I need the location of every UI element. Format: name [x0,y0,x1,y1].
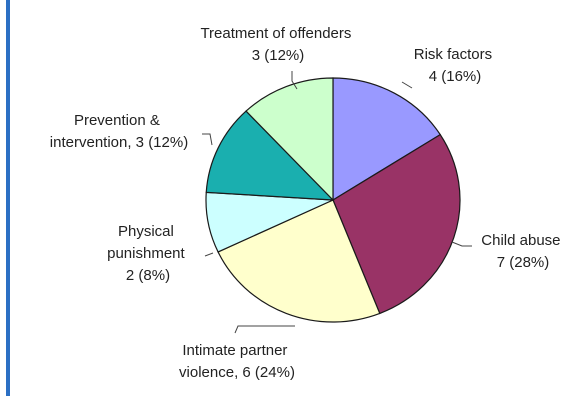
label-phys-line3: 2 (8%) [126,267,170,284]
label-treatment-of-offenders: Treatment of offenders 3 (12%) [200,25,355,64]
leader-treat [291,71,298,90]
leader-prev [202,133,213,146]
label-phys-line2: punishment [107,245,185,262]
label-prevention-intervention: Prevention & intervention, 3 (12%) [50,112,188,151]
label-prev-line2: intervention, 3 (12%) [50,134,188,151]
label-phys-line1: Physical [118,223,174,240]
pie-slice-child-abuse [332,133,461,315]
label-treat-line2: 3 (12%) [252,47,305,64]
label-child-line1: Child abuse [481,232,560,249]
label-physical-punishment: Physical punishment 2 (8%) [107,223,189,284]
pie-slice-treatment-of-offenders [245,77,334,202]
leader-child [451,241,472,247]
label-treat-line1: Treatment of offenders [200,25,351,42]
label-prev-line1: Prevention & [74,112,160,129]
pie-slice-prevention-intervention [205,110,335,201]
label-intimate-partner-violence: Intimate partner violence, 6 (24%) [179,342,295,381]
label-child-line2: 7 (28%) [497,254,550,271]
pie-slice-intimate-partner-violence [217,199,381,323]
left-border-line [6,0,10,396]
pie-slice-risk-factors [332,77,442,202]
leader-risk [401,81,413,89]
label-risk-factors: Risk factors 4 (16%) [414,46,497,85]
label-risk-line1: Risk factors [414,46,492,63]
pie-slices [205,77,461,323]
label-ipv-line2: violence, 6 (24%) [179,364,295,381]
leader-phys [204,252,214,257]
label-ipv-line1: Intimate partner [182,342,287,359]
label-risk-line2: 4 (16%) [429,68,482,85]
label-child-abuse: Child abuse 7 (28%) [481,232,564,271]
leader-ipv [234,325,295,334]
